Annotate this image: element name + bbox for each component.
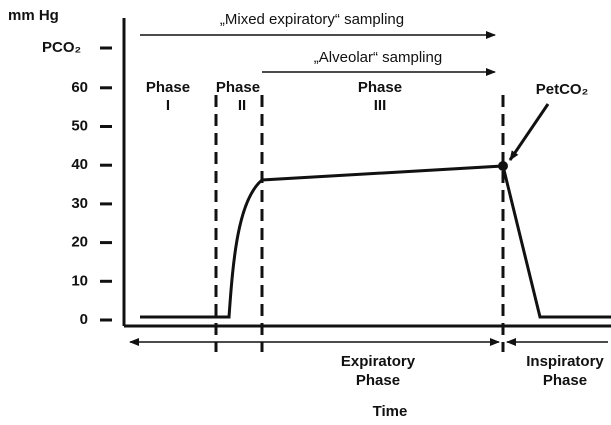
interval-label: Phase <box>356 372 400 389</box>
phase-numeral: II <box>238 97 246 114</box>
y-tick-label: 10 <box>71 272 88 289</box>
phase-numeral: I <box>166 97 170 114</box>
petco2-label: PetCO₂ <box>536 81 589 98</box>
x-label: Time <box>373 403 408 420</box>
y-tick-label: 60 <box>71 79 88 96</box>
y-tick-label: 40 <box>71 156 88 173</box>
co2-curve <box>140 164 611 319</box>
petco2-dot <box>498 161 508 171</box>
phase-numeral: III <box>374 97 387 114</box>
phase-name: Phase <box>146 79 190 96</box>
y-tick-label: 20 <box>71 234 88 251</box>
interval-label: Phase <box>543 372 587 389</box>
interval-label: Expiratory <box>341 353 416 370</box>
y-unit: mm Hg <box>8 7 59 24</box>
alveolar-label: „Alveolar“ sampling <box>314 49 442 66</box>
mixed-label: „Mixed expiratory“ sampling <box>220 11 404 28</box>
y-tick-label: 30 <box>71 195 88 212</box>
y-tick-label: 50 <box>71 117 88 134</box>
phase-name: Phase <box>216 79 260 96</box>
interval-label: Inspiratory <box>526 353 604 370</box>
y-tick-label: 0 <box>80 311 88 328</box>
y-label: PCO₂ <box>42 39 81 56</box>
petco2-arrow <box>508 103 550 161</box>
phase-name: Phase <box>358 79 402 96</box>
